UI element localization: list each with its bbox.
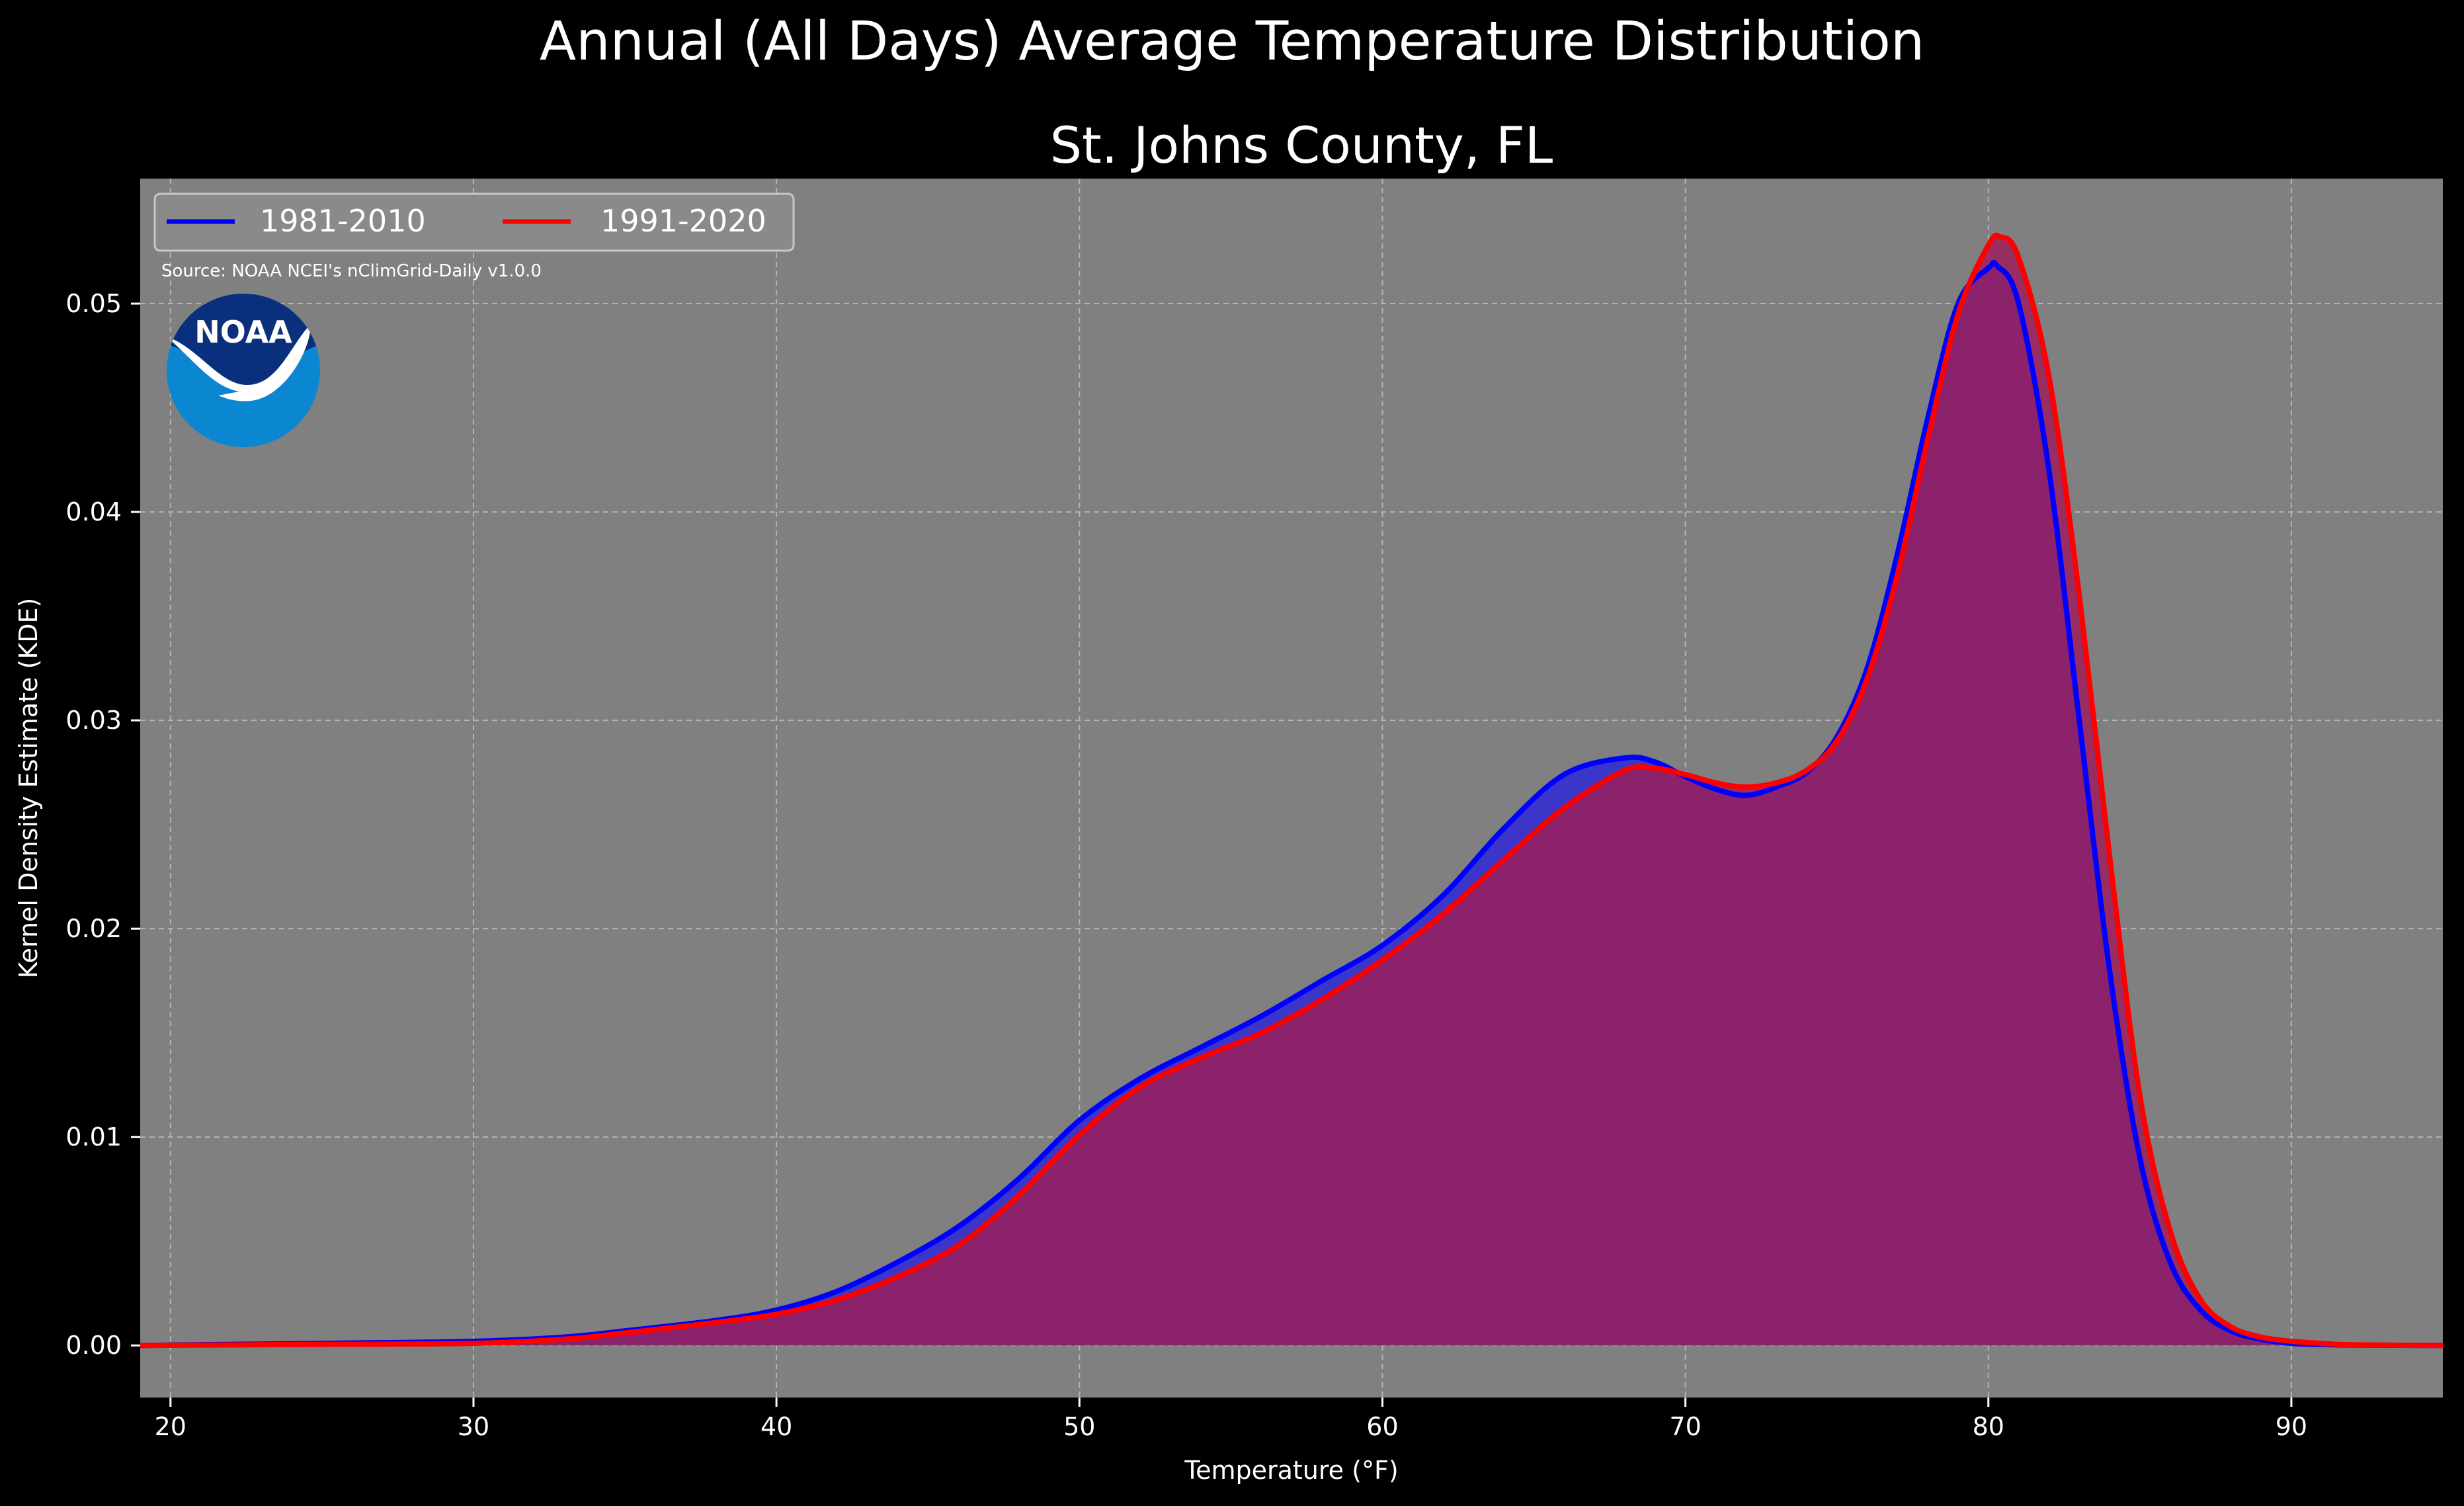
legend-frame bbox=[153, 192, 795, 252]
x-tick-label: 60 bbox=[1366, 1412, 1398, 1441]
x-tick-label: 40 bbox=[760, 1412, 792, 1441]
series-line-1981-2010 bbox=[140, 259, 2443, 1349]
series-line-1991-2020 bbox=[140, 232, 2443, 1349]
source-note: Source: NOAA NCEI's nClimGrid-Daily v1.0… bbox=[161, 261, 542, 281]
y-tick-label: 0.04 bbox=[65, 497, 122, 526]
x-tick-label: 50 bbox=[1063, 1412, 1095, 1441]
series-fills bbox=[140, 235, 2443, 1346]
y-tick-label: 0.03 bbox=[65, 706, 122, 735]
noaa-logo-text: NOAA bbox=[194, 314, 292, 350]
figure-title: Annual (All Days) Average Temperature Di… bbox=[539, 11, 1925, 73]
legend-label-1991-2020: 1991-2020 bbox=[600, 203, 766, 239]
x-tick-label: 30 bbox=[458, 1412, 489, 1441]
legend: 1981-2010 1991-2020 bbox=[153, 192, 795, 252]
x-axis-label: Temperature (°F) bbox=[1184, 1456, 1398, 1485]
y-tick-label: 0.02 bbox=[65, 914, 122, 943]
x-tick-label: 90 bbox=[2276, 1412, 2307, 1441]
x-axis: 20 30 40 50 60 70 80 90 bbox=[155, 1398, 2307, 1441]
y-axis-label: Kernel Density Estimate (KDE) bbox=[14, 598, 43, 979]
legend-label-1981-2010: 1981-2010 bbox=[260, 203, 426, 239]
series-fill-1991-2020 bbox=[140, 235, 2443, 1346]
y-tick-label: 0.00 bbox=[65, 1331, 122, 1360]
y-tick-label: 0.01 bbox=[65, 1122, 122, 1151]
series-lines bbox=[140, 232, 2443, 1349]
chart-subtitle: St. Johns County, FL bbox=[1049, 116, 1553, 175]
y-tick-label: 0.05 bbox=[65, 289, 122, 318]
x-tick-label: 80 bbox=[1973, 1412, 2004, 1441]
x-tick-label: 70 bbox=[1669, 1412, 1701, 1441]
y-axis: 0.00 0.01 0.02 0.03 0.04 0.05 bbox=[65, 289, 140, 1360]
x-tick-label: 20 bbox=[155, 1412, 186, 1441]
